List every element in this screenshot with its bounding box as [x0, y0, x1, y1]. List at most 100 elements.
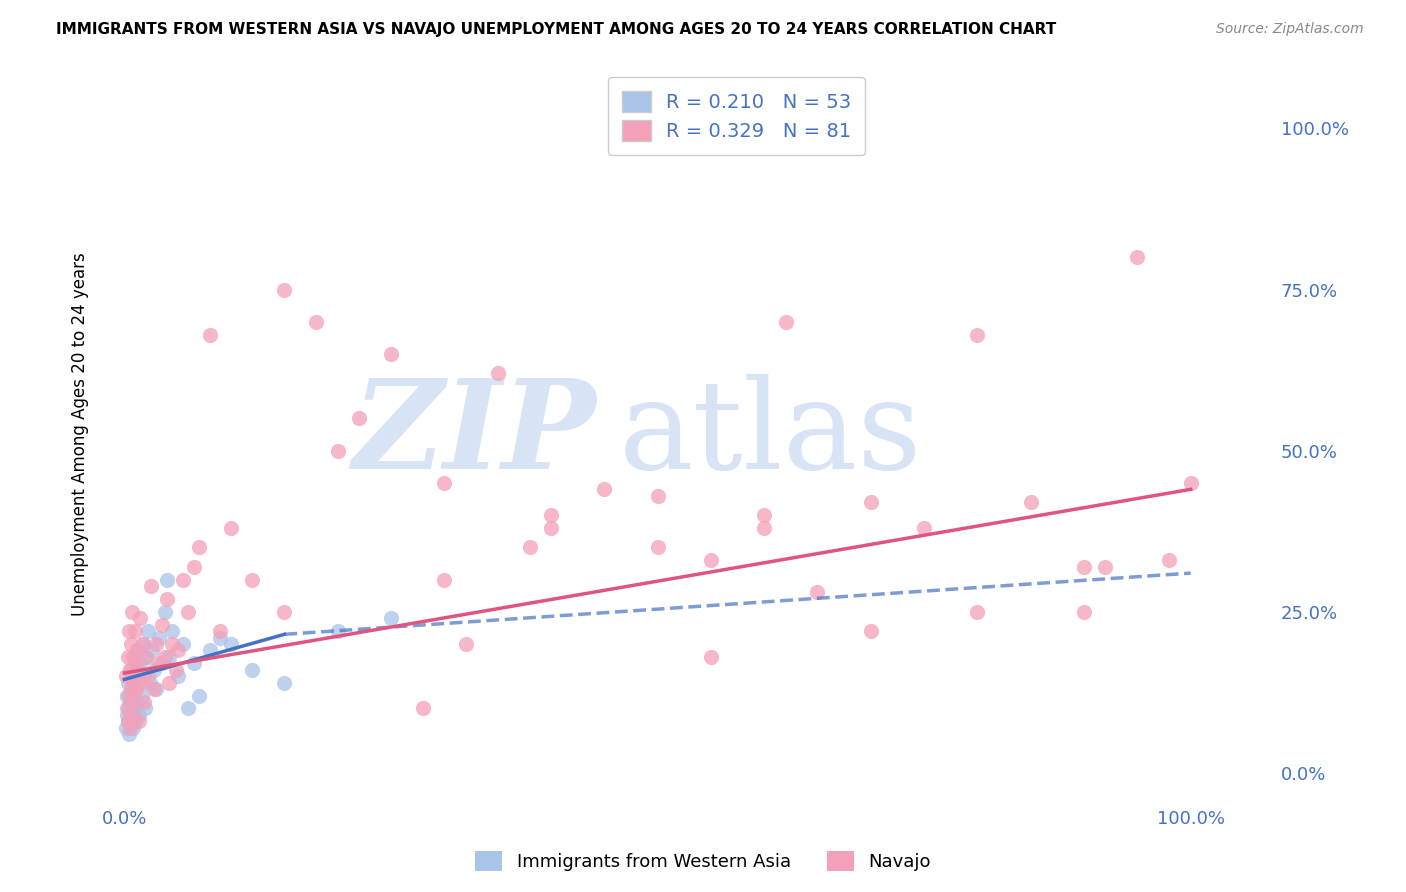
Point	[157, 649, 180, 664]
Point	[1094, 559, 1116, 574]
Point	[120, 714, 142, 729]
Y-axis label: Unemployment Among Ages 20 to 24 years: Unemployment Among Ages 20 to 24 years	[72, 252, 89, 616]
Point	[177, 701, 200, 715]
Point	[162, 624, 184, 639]
Text: atlas: atlas	[619, 374, 922, 495]
Point	[122, 649, 145, 664]
Point	[166, 669, 188, 683]
Legend: R = 0.210   N = 53, R = 0.329   N = 81: R = 0.210 N = 53, R = 0.329 N = 81	[607, 78, 865, 155]
Point	[118, 727, 141, 741]
Point	[120, 682, 142, 697]
Point	[121, 605, 143, 619]
Point	[700, 553, 723, 567]
Point	[153, 605, 176, 619]
Point	[966, 327, 988, 342]
Point	[145, 682, 167, 697]
Point	[754, 521, 776, 535]
Point	[139, 579, 162, 593]
Point	[118, 663, 141, 677]
Point	[1159, 553, 1181, 567]
Point	[433, 573, 456, 587]
Point	[540, 508, 562, 522]
Point	[188, 689, 211, 703]
Text: IMMIGRANTS FROM WESTERN ASIA VS NAVAJO UNEMPLOYMENT AMONG AGES 20 TO 24 YEARS CO: IMMIGRANTS FROM WESTERN ASIA VS NAVAJO U…	[56, 22, 1056, 37]
Point	[125, 663, 148, 677]
Point	[127, 643, 149, 657]
Point	[132, 669, 155, 683]
Point	[127, 663, 149, 677]
Point	[209, 631, 232, 645]
Point	[148, 631, 170, 645]
Point	[132, 695, 155, 709]
Point	[156, 591, 179, 606]
Point	[129, 657, 152, 671]
Point	[115, 689, 138, 703]
Point	[219, 637, 242, 651]
Point	[121, 707, 143, 722]
Point	[131, 637, 153, 651]
Point	[117, 649, 139, 664]
Point	[131, 675, 153, 690]
Point	[134, 701, 156, 715]
Legend: Immigrants from Western Asia, Navajo: Immigrants from Western Asia, Navajo	[468, 844, 938, 879]
Point	[806, 585, 828, 599]
Point	[700, 649, 723, 664]
Point	[754, 508, 776, 522]
Point	[273, 675, 295, 690]
Point	[166, 643, 188, 657]
Point	[380, 347, 402, 361]
Point	[118, 624, 141, 639]
Point	[127, 675, 149, 690]
Point	[1126, 251, 1149, 265]
Point	[139, 675, 162, 690]
Point	[118, 701, 141, 715]
Point	[135, 649, 157, 664]
Point	[454, 637, 477, 651]
Point	[122, 675, 145, 690]
Point	[141, 643, 163, 657]
Point	[120, 637, 142, 651]
Point	[1019, 495, 1042, 509]
Point	[242, 573, 264, 587]
Point	[347, 411, 370, 425]
Point	[326, 624, 349, 639]
Point	[198, 327, 221, 342]
Point	[593, 483, 616, 497]
Point	[162, 637, 184, 651]
Point	[380, 611, 402, 625]
Point	[172, 573, 194, 587]
Point	[114, 721, 136, 735]
Point	[118, 663, 141, 677]
Point	[177, 605, 200, 619]
Point	[183, 559, 205, 574]
Point	[131, 637, 153, 651]
Point	[122, 689, 145, 703]
Point	[148, 657, 170, 671]
Point	[519, 541, 541, 555]
Point	[122, 649, 145, 664]
Point	[117, 675, 139, 690]
Text: Source: ZipAtlas.com: Source: ZipAtlas.com	[1216, 22, 1364, 37]
Point	[117, 714, 139, 729]
Point	[273, 283, 295, 297]
Point	[143, 663, 166, 677]
Point	[121, 707, 143, 722]
Point	[150, 657, 173, 671]
Point	[124, 682, 146, 697]
Point	[912, 521, 935, 535]
Point	[198, 643, 221, 657]
Point	[115, 707, 138, 722]
Point	[156, 573, 179, 587]
Point	[127, 643, 149, 657]
Point	[305, 315, 328, 329]
Point	[127, 695, 149, 709]
Point	[433, 475, 456, 490]
Point	[114, 669, 136, 683]
Point	[172, 637, 194, 651]
Point	[125, 682, 148, 697]
Point	[136, 624, 159, 639]
Point	[273, 605, 295, 619]
Point	[859, 624, 882, 639]
Point	[143, 682, 166, 697]
Point	[145, 637, 167, 651]
